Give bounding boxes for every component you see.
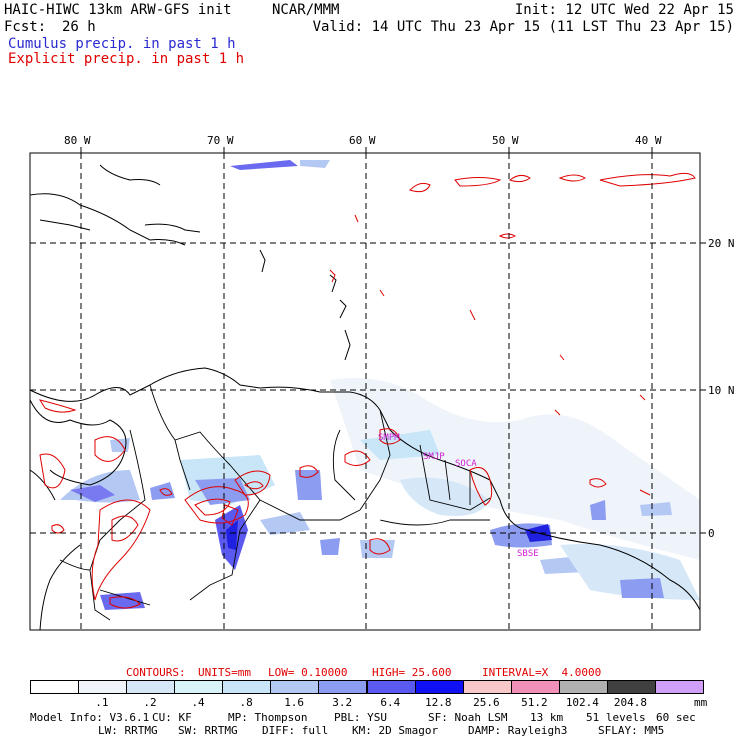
explicit-precip-contours	[38, 172, 696, 609]
footer-diff: DIFF: full	[262, 724, 329, 737]
colorbar-swatch	[558, 680, 608, 694]
colorbar-swatch	[414, 680, 464, 694]
lon-label: 50 W	[492, 134, 519, 147]
footer-km: KM: 2D Smagor	[352, 724, 439, 737]
cumulus-precip-title: Cumulus precip. in past 1 h	[8, 36, 236, 52]
coastlines	[29, 164, 701, 631]
footer-sf: SF: Noah LSM	[428, 711, 508, 724]
station-label: SOCA	[455, 459, 477, 469]
lon-label: 70 W	[207, 134, 234, 147]
colorbar-label: 12.8	[425, 696, 452, 709]
colorbar-label: 3.2	[332, 696, 353, 709]
colorbar-swatch	[654, 680, 704, 694]
colorbar-swatch	[462, 680, 512, 694]
colorbar-swatch	[366, 680, 416, 694]
colorbar-label: 102.4	[565, 696, 599, 709]
cumulus-shading	[60, 160, 700, 610]
footer-lw: LW: RRTMG	[98, 724, 158, 737]
agency-label: NCAR/MMM	[272, 2, 340, 18]
footer-sflay: SFLAY: MM5	[598, 724, 665, 737]
colorbar-label: 1.6	[284, 696, 305, 709]
valid-time: Valid: 14 UTC Thu 23 Apr 15 (11 LST Thu …	[312, 19, 734, 35]
lon-label: 60 W	[349, 134, 376, 147]
colorbar-swatch	[270, 680, 320, 694]
footer-damp: DAMP: Rayleigh3	[468, 724, 568, 737]
colorbar-swatch	[174, 680, 224, 694]
footer-levels: 51 levels	[586, 711, 646, 724]
contours-interval: INTERVAL=X 4.0000	[482, 666, 602, 679]
lat-label: 0	[708, 527, 715, 540]
contours-label: CONTOURS:	[126, 666, 186, 679]
station-label: SBSE	[517, 549, 539, 559]
explicit-precip-title: Explicit precip. in past 1 h	[8, 51, 245, 67]
colorbar-label: 204.8	[613, 696, 648, 709]
station-label: SMJP	[423, 452, 445, 462]
contours-low: LOW= 0.10000	[268, 666, 348, 679]
footer-model-info: Model Info: V3.6.1	[30, 711, 150, 724]
colorbar-label: 25.6	[473, 696, 500, 709]
colorbar-label: .1	[95, 696, 109, 709]
lon-label: 40 W	[635, 134, 662, 147]
colorbar-swatch	[606, 680, 656, 694]
grid-ticks	[80, 147, 706, 534]
colorbar-swatch	[222, 680, 272, 694]
model-title: HAIC-HIWC 13km ARW-GFS init	[4, 2, 232, 18]
colorbar-label: .8	[239, 696, 253, 709]
footer-sw: SW: RRTMG	[178, 724, 238, 737]
footer-pbl: PBL: YSU	[334, 711, 387, 724]
lat-label: 10 N	[708, 384, 735, 397]
colorbar-swatch	[78, 680, 128, 694]
map-frame	[29, 152, 701, 631]
footer-resolution: 13 km	[530, 711, 564, 724]
footer-timestep: 60 sec	[656, 711, 696, 724]
colorbar-unit: mm	[694, 696, 708, 709]
colorbar-label: 51.2	[521, 696, 548, 709]
footer-mp: MP: Thompson	[228, 711, 308, 724]
contours-high: HIGH= 25.600	[372, 666, 452, 679]
footer-cu: CU: KF	[152, 711, 192, 724]
colorbar-label: 6.4	[380, 696, 401, 709]
lat-label: 20 N	[708, 237, 735, 250]
station-label: SMPM	[378, 433, 400, 443]
lat-lon-grid	[30, 153, 700, 630]
forecast-label: Fcst:	[4, 19, 47, 35]
colorbar-swatch	[318, 680, 368, 694]
colorbar-swatch	[30, 680, 80, 694]
colorbar-label: .4	[191, 696, 205, 709]
lon-label: 80 W	[64, 134, 91, 147]
contours-units: UNITS=mm	[198, 666, 251, 679]
init-time: Init: 12 UTC Wed 22 Apr 15	[514, 2, 734, 18]
colorbar-swatch	[126, 680, 176, 694]
borders	[59, 384, 491, 621]
colorbar-swatch	[510, 680, 560, 694]
forecast-hour: 26 h	[62, 19, 96, 35]
colorbar-label: .2	[143, 696, 157, 709]
